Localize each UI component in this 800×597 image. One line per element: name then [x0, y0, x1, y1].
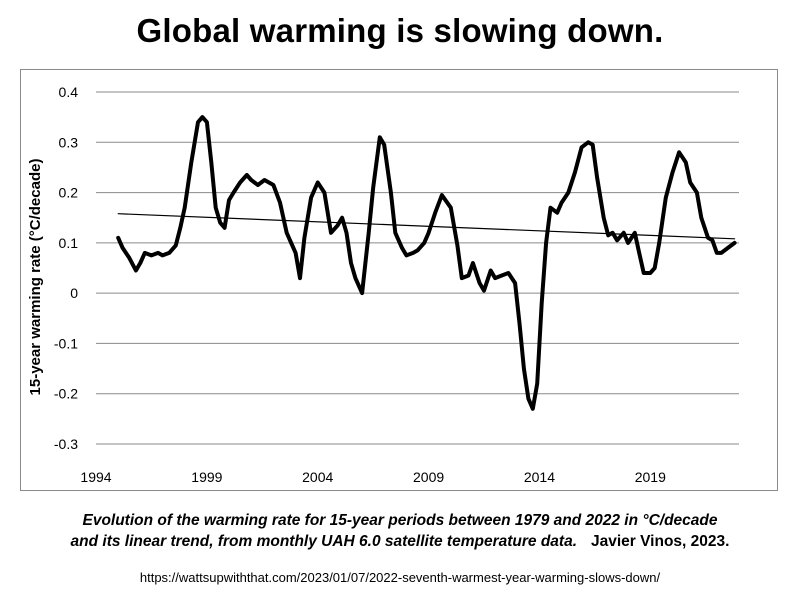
x-tick-label: 2004 [302, 469, 333, 485]
gridlines [96, 91, 739, 445]
source-url: https://wattsupwiththat.com/2023/01/07/2… [139, 570, 661, 585]
y-tick-label: 0 [70, 285, 78, 301]
y-axis-title: 15-year warming rate (°C/decade) [27, 159, 44, 396]
series-group [116, 115, 737, 411]
y-tick-label: -0.2 [54, 386, 78, 402]
y-tick-label: -0.3 [54, 436, 78, 452]
x-tick-label: 2019 [635, 469, 666, 485]
chart-frame: -0.3 -0.2 -0.1 0 0.1 0.2 0.3 0.4 1994 1999 2004 20… [20, 69, 778, 491]
y-tick-label: 0.3 [59, 134, 79, 150]
caption-author: Javier Vinos, 2023. [591, 533, 730, 550]
linear-trend-line [117, 213, 736, 240]
caption-line-1: Evolution of the warming rate for 15-yea… [82, 512, 718, 529]
y-tick-labels: -0.3 -0.2 -0.1 0 0.1 0.2 0.3 0.4 [54, 84, 78, 452]
y-tick-label: 0.4 [59, 84, 79, 100]
y-tick-label: 0.2 [59, 185, 79, 201]
figure-caption: Evolution of the warming rate for 15-yea… [0, 510, 800, 552]
warming-rate-line [116, 115, 737, 411]
x-tick-label: 2014 [524, 469, 555, 485]
caption-line-2-text: and its linear trend, from monthly UAH 6… [70, 533, 577, 550]
y-tick-label: 0.1 [59, 235, 79, 251]
y-tick-label: -0.1 [54, 335, 78, 351]
caption-line-2: and its linear trend, from monthly UAH 6… [0, 531, 800, 552]
x-tick-label: 1999 [191, 469, 222, 485]
page-title: Global warming is slowing down. [136, 12, 664, 49]
x-tick-label: 2009 [413, 469, 444, 485]
warming-rate-chart: -0.3 -0.2 -0.1 0 0.1 0.2 0.3 0.4 1994 1999 2004 20… [27, 84, 739, 485]
x-tick-label: 1994 [80, 469, 111, 485]
x-tick-labels: 1994 1999 2004 2009 2014 2019 [80, 469, 666, 485]
